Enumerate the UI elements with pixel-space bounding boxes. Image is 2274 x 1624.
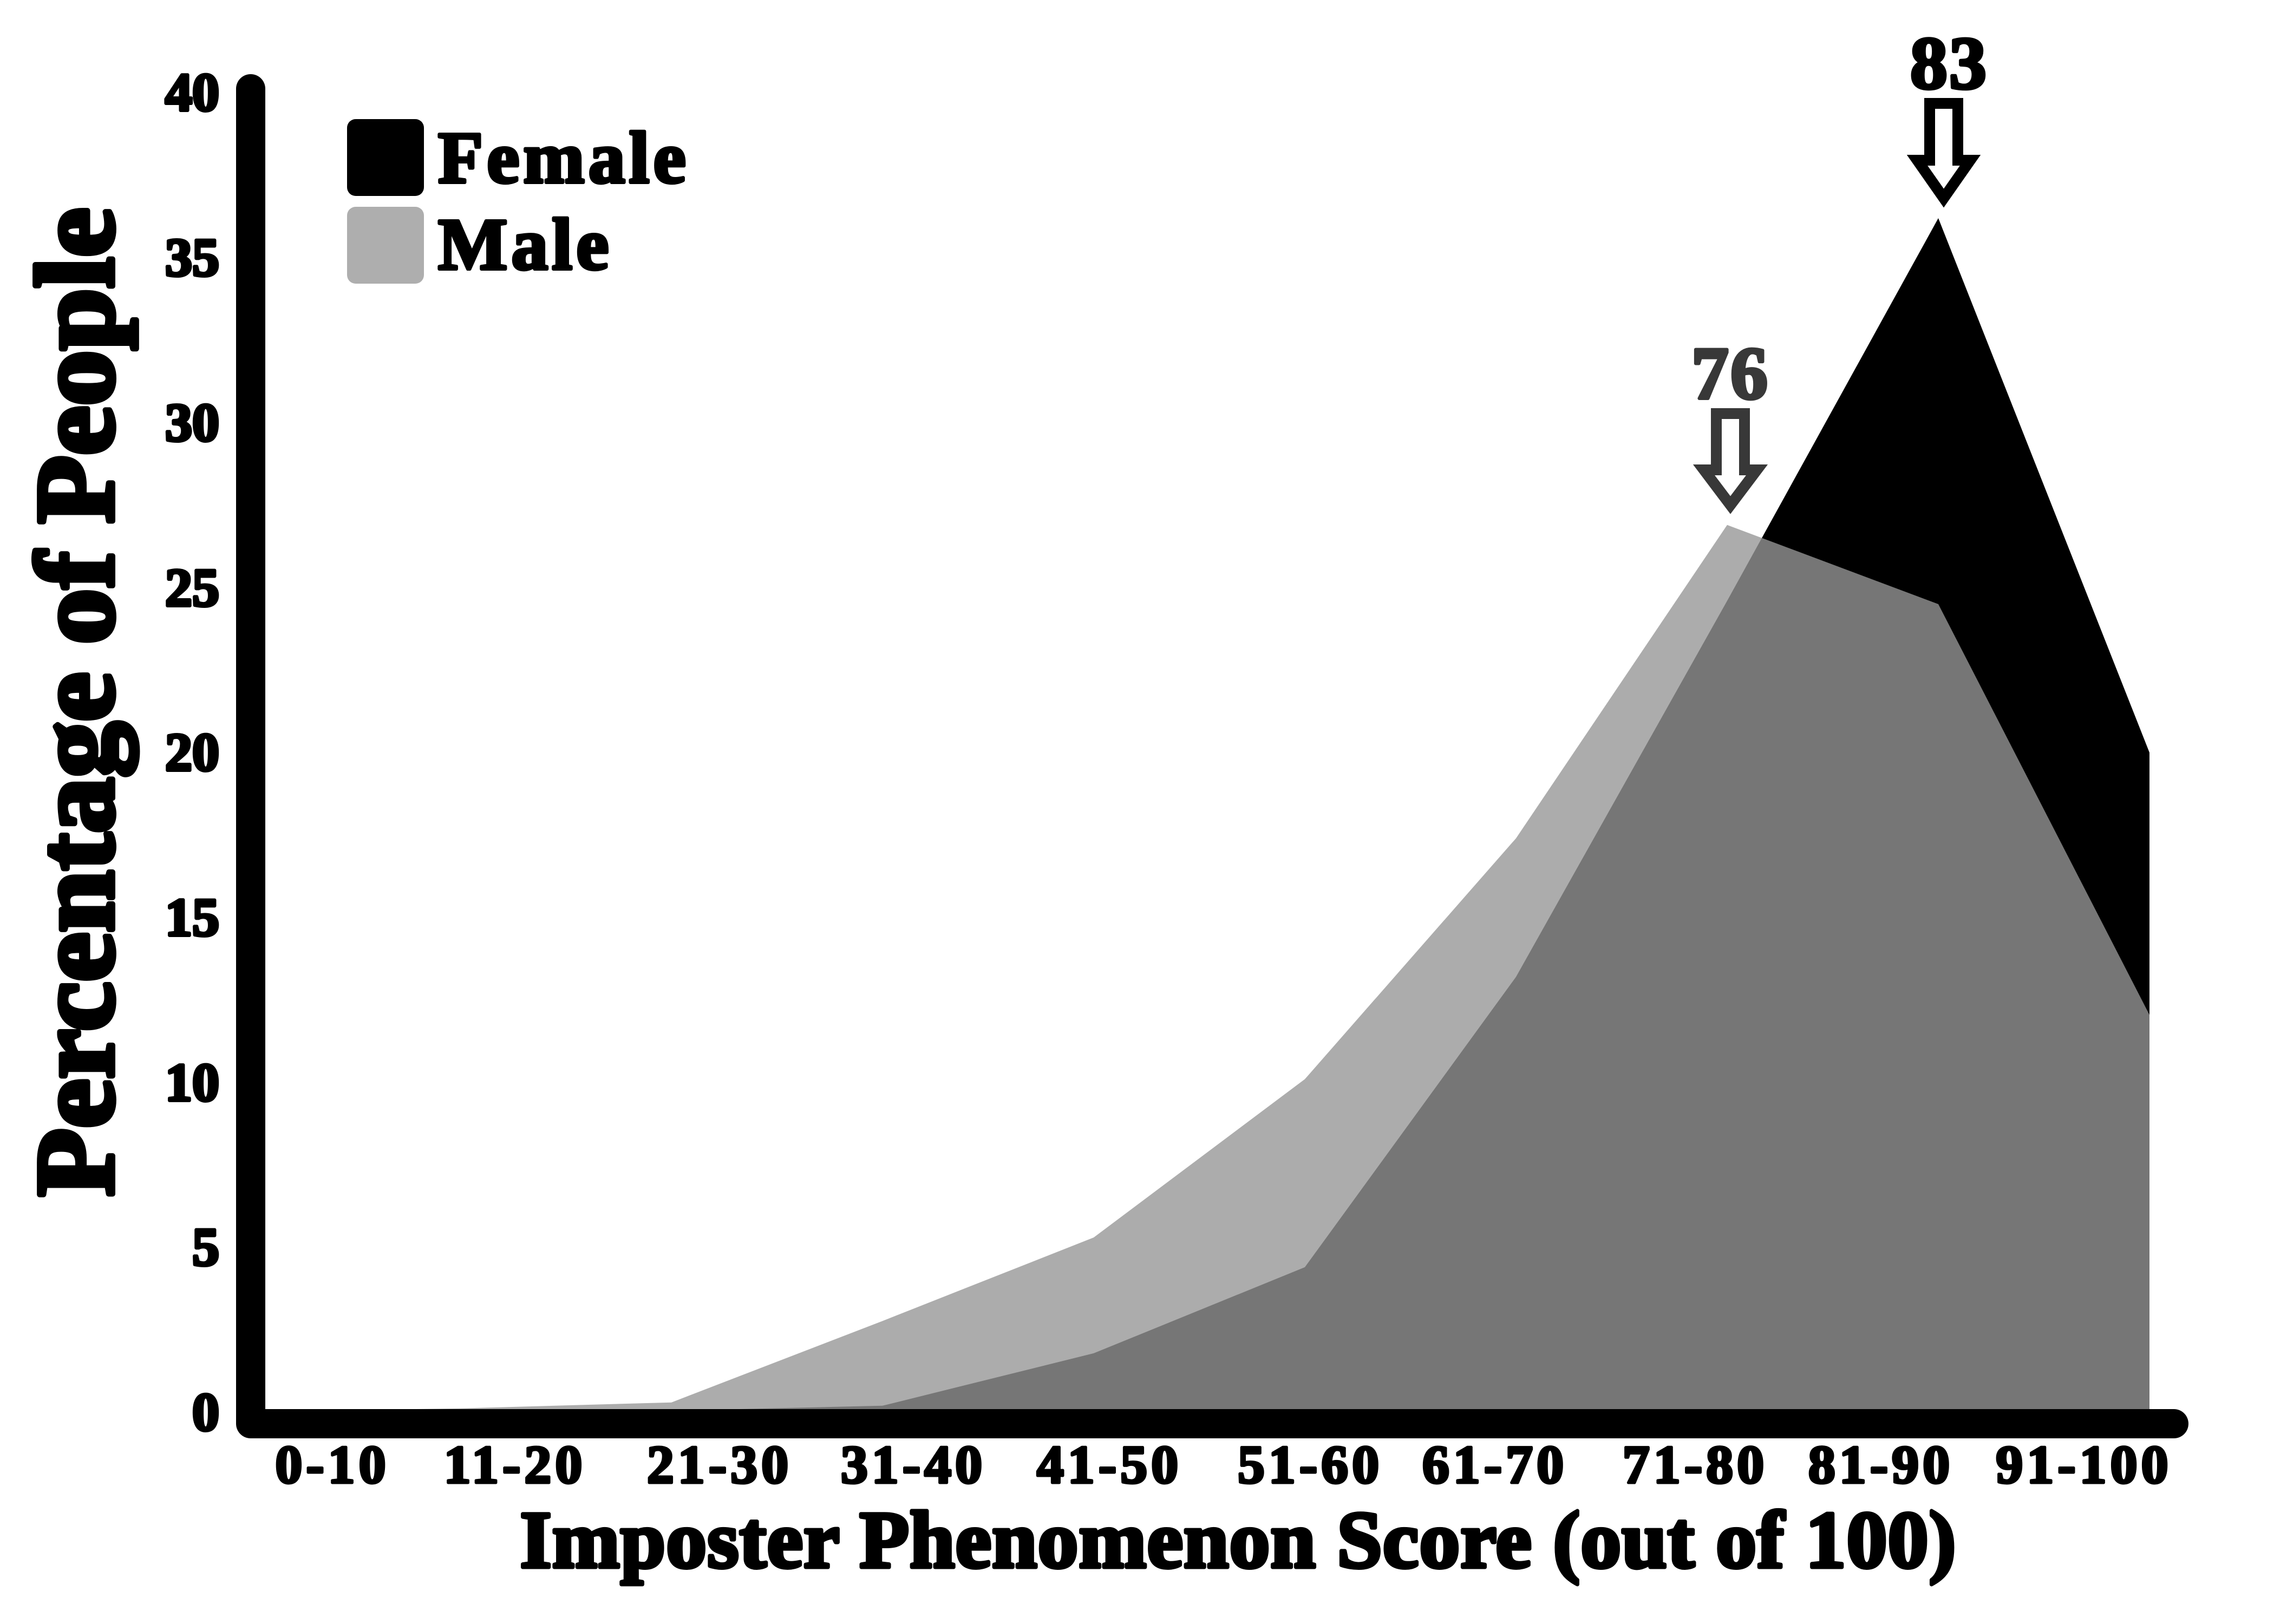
svg-text:83: 83 [1910,22,1988,104]
svg-text:0: 0 [192,1382,219,1442]
svg-text:76: 76 [1691,332,1769,415]
svg-text:25: 25 [165,558,219,618]
svg-text:15: 15 [165,887,219,947]
svg-text:91-100: 91-100 [1996,1435,2172,1495]
svg-text:Female: Female [438,117,690,199]
svg-text:51-60: 51-60 [1238,1435,1383,1495]
svg-text:0-10: 0-10 [275,1435,389,1495]
svg-text:10: 10 [165,1052,219,1112]
svg-text:40: 40 [165,62,219,122]
svg-text:21-30: 21-30 [647,1435,792,1495]
svg-text:41-50: 41-50 [1037,1435,1182,1495]
svg-text:31-40: 31-40 [841,1435,986,1495]
svg-text:Percentage of People: Percentage of People [13,208,137,1197]
svg-text:30: 30 [165,392,219,453]
svg-text:71-80: 71-80 [1623,1435,1768,1495]
svg-text:5: 5 [192,1217,219,1277]
svg-text:61-70: 61-70 [1422,1435,1567,1495]
svg-text:35: 35 [165,227,219,287]
svg-text:Imposter Phenomenon Score (out: Imposter Phenomenon Score (out of 100) [520,1495,1956,1585]
svg-text:11-20: 11-20 [444,1435,586,1495]
svg-text:Male: Male [438,204,613,285]
svg-text:81-90: 81-90 [1808,1435,1953,1495]
svg-text:20: 20 [165,722,219,782]
